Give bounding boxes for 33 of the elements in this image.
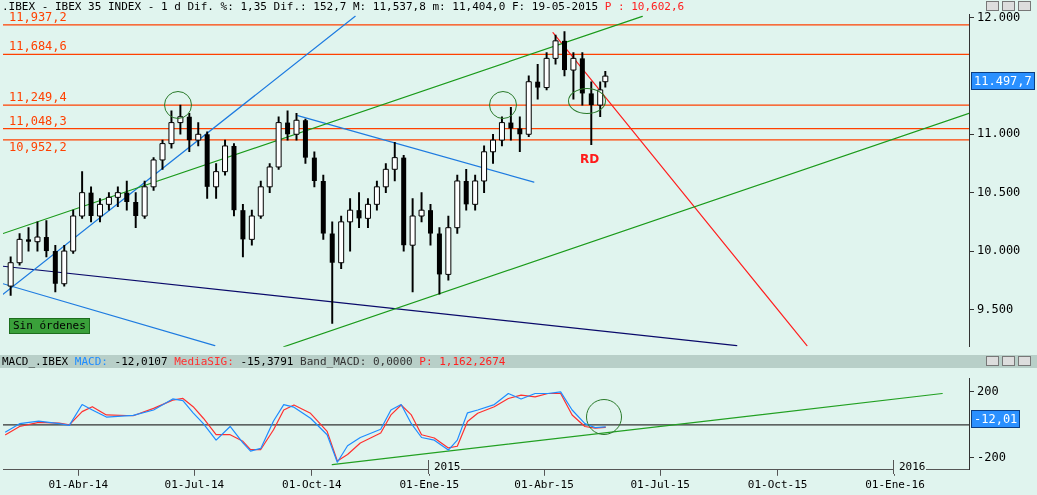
x-tick-label: 01-Jul-15 <box>630 478 690 492</box>
text: 11.497,7 <box>971 72 1035 90</box>
x-tick-label: 01-Ene-16 <box>865 478 925 492</box>
ref-line-label: 11,249,4 <box>9 90 67 105</box>
y-tick-label: -200 <box>977 449 1006 464</box>
x-tick-label: 01-Ene-15 <box>399 478 460 492</box>
y-tick-label: 11.000 <box>977 126 1021 141</box>
ref-line-label: 10,952,2 <box>9 140 67 155</box>
y-tick-label: 12.000 <box>977 9 1021 24</box>
ref-line-label: 11,684,6 <box>9 39 67 54</box>
x-tick-label: 01-Jul-14 <box>164 478 225 492</box>
text: MediaSIG: <box>174 355 235 368</box>
y-tick-label: 10.000 <box>977 243 1021 258</box>
y-tick-label: 9.500 <box>977 301 1014 316</box>
x-tick-label: 01-Oct-15 <box>747 478 808 492</box>
text: -12,0107 <box>114 355 169 368</box>
chart-subtitle: P: 1,162,2674 <box>419 355 506 368</box>
chart-title: MACD_.IBEX <box>2 355 70 368</box>
x-tick-label: 01-Oct-14 <box>282 478 342 492</box>
x-tick-label: 01-Abr-15 <box>514 478 574 492</box>
y-tick-label: 10.500 <box>977 184 1021 199</box>
annotation: RD <box>580 152 600 166</box>
ref-line-label: 11,048,3 <box>9 113 67 128</box>
annotation: 2015 <box>428 460 461 474</box>
text: -15,3791 <box>240 355 295 368</box>
ref-line-label: Band_MACD: 0,0000 <box>300 355 414 368</box>
text: -12,01 <box>971 410 1021 428</box>
chart-subtitle: P : 10,602,6 <box>604 0 685 13</box>
annotation: 2016 <box>893 460 926 474</box>
y-tick-label: 200 <box>977 384 999 398</box>
x-tick-label: 01-Abr-14 <box>48 478 109 492</box>
text: MACD: <box>74 355 109 368</box>
annotation: Sin órdenes <box>9 318 90 334</box>
